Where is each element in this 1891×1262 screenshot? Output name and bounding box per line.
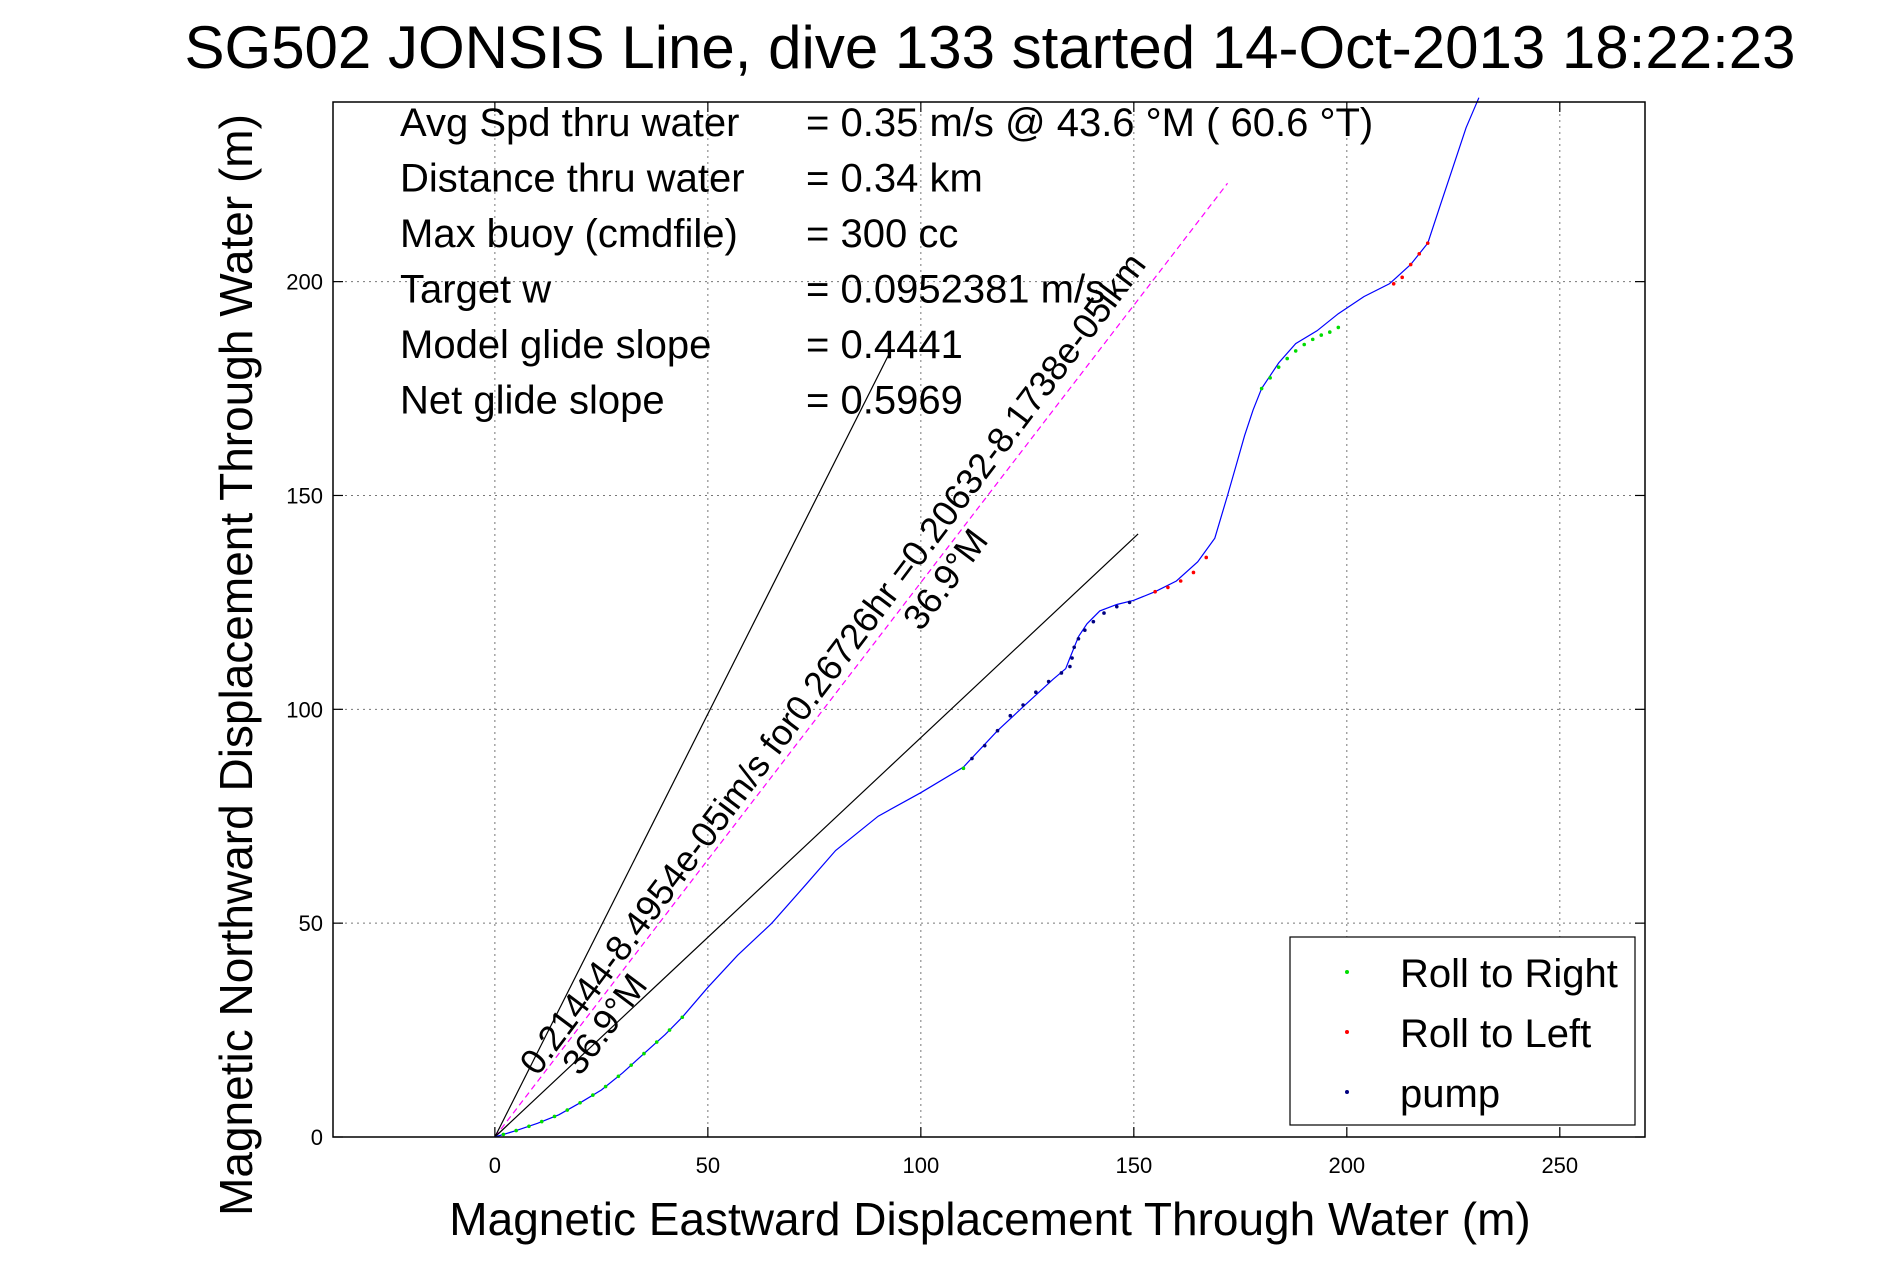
stats-panel: Avg Spd thru water = 0.35 m/s @ 43.6 °M (… — [400, 101, 1373, 423]
marker-pump — [1068, 664, 1072, 669]
plot-frame — [332, 101, 1646, 1138]
marker-roll-to-right — [591, 1093, 595, 1097]
track — [494, 97, 1480, 1138]
marker-pump — [1076, 636, 1081, 641]
chart-title: SG502 JONSIS Line, dive 133 started 14-O… — [185, 14, 1796, 81]
marker-pump — [1059, 671, 1064, 675]
marker-pump — [1114, 604, 1119, 609]
x-tick-label: 200 — [1328, 1153, 1365, 1178]
x-tick-label: 50 — [696, 1153, 720, 1178]
marker-roll-to-right — [565, 1108, 570, 1112]
marker-roll-to-left — [1166, 585, 1170, 590]
marker-roll-to-right — [1293, 349, 1298, 353]
marker-roll-to-right — [1259, 386, 1264, 391]
marker-roll-to-right — [1336, 325, 1341, 330]
stat-value: = 0.5969 — [806, 379, 963, 423]
marker-roll-to-right — [1310, 337, 1315, 342]
reference-line-heading-bound-upper — [494, 349, 892, 1138]
marker-pump — [995, 728, 1000, 733]
stat-label: Distance thru water — [400, 157, 745, 201]
marker-pump — [1070, 656, 1074, 660]
stat-label: Net glide slope — [400, 379, 665, 423]
marker-pump — [1008, 713, 1013, 718]
legend-marker — [1345, 1090, 1349, 1094]
marker-pump — [1083, 628, 1087, 632]
x-axis-label: Magnetic Eastward Displacement Through W… — [449, 1193, 1530, 1245]
stat-value: = 0.35 m/s @ 43.6 °M ( 60.6 °T) — [806, 101, 1373, 145]
marker-roll-to-right — [1327, 330, 1332, 334]
stat-value: = 0.0952381 m/s — [806, 268, 1105, 312]
marker-pump — [1127, 600, 1132, 605]
marker-roll-to-right — [616, 1074, 621, 1079]
stat-label: Model glide slope — [400, 323, 711, 367]
marker-roll-to-right — [552, 1114, 557, 1119]
marker-roll-to-right — [1276, 365, 1281, 369]
y-tick-label: 150 — [286, 483, 323, 508]
marker-roll-to-right — [1319, 333, 1324, 337]
marker-roll-to-left — [1417, 252, 1422, 256]
marker-pump — [1091, 619, 1096, 624]
marker-roll-to-left — [1204, 555, 1209, 560]
stat-label: Max buoy (cmdfile) — [400, 212, 738, 256]
x-tick-label: 250 — [1541, 1153, 1578, 1178]
legend: Roll to Right Roll to Left pump — [1289, 936, 1636, 1126]
x-tick-label: 150 — [1115, 1153, 1152, 1178]
marker-roll-to-right — [667, 1028, 672, 1032]
marker-roll-to-right — [1302, 342, 1307, 347]
y-tick-label: 0 — [311, 1125, 323, 1150]
marker-roll-to-left — [1153, 589, 1157, 594]
marker-pump — [970, 756, 974, 761]
y-tick-label: 200 — [286, 270, 323, 295]
x-tick-label: 0 — [489, 1153, 501, 1178]
legend-marker — [1345, 1030, 1349, 1034]
legend-label: Roll to Left — [1400, 1012, 1591, 1056]
marker-pump — [1034, 690, 1038, 695]
marker-pump — [1046, 679, 1051, 684]
marker-roll-to-right — [1268, 376, 1272, 380]
reference-line-net-course — [494, 182, 1229, 1138]
stat-label: Target w — [400, 268, 551, 312]
marker-roll-to-right — [961, 766, 966, 771]
y-tick-label: 50 — [299, 911, 323, 936]
marker-roll-to-left — [1391, 281, 1396, 286]
y-tick-label: 100 — [286, 697, 323, 722]
marker-roll-to-right — [539, 1119, 544, 1124]
stat-value: = 0.34 km — [806, 157, 983, 201]
legend-marker — [1345, 970, 1349, 974]
marker-roll-to-right — [603, 1084, 608, 1089]
marker-pump — [1102, 611, 1106, 615]
marker-roll-to-right — [501, 1132, 506, 1137]
y-axis-label: Magnetic Northward Displacement Through … — [210, 114, 262, 1216]
marker-roll-to-right — [680, 1015, 685, 1020]
track-line — [494, 97, 1480, 1138]
marker-roll-to-right — [514, 1128, 518, 1133]
x-tick-label: 100 — [902, 1153, 939, 1178]
marker-pump — [1072, 645, 1076, 650]
markers — [501, 241, 1430, 1137]
stat-value: = 300 cc — [806, 212, 958, 256]
marker-roll-to-right — [642, 1051, 646, 1056]
legend-label: pump — [1400, 1072, 1500, 1116]
legend-label: Roll to Right — [1400, 952, 1618, 996]
marker-roll-to-right — [654, 1040, 659, 1044]
reference-lines — [494, 182, 1229, 1138]
marker-roll-to-right — [578, 1100, 582, 1105]
stat-value: = 0.4441 — [806, 323, 963, 367]
marker-roll-to-right — [527, 1124, 531, 1129]
stat-label: Avg Spd thru water — [400, 101, 739, 145]
reference-line-heading-bound-lower — [494, 533, 1139, 1138]
marker-roll-to-left — [1408, 262, 1413, 267]
marker-roll-to-left — [1191, 570, 1196, 575]
marker-pump — [1021, 703, 1025, 707]
marker-roll-to-left — [1425, 241, 1430, 245]
marker-roll-to-left — [1178, 579, 1183, 583]
marker-roll-to-right — [1285, 356, 1289, 361]
marker-roll-to-left — [1400, 275, 1404, 280]
axis-ticks: 0 50 100 150 200 250 0 50 100 150 200 — [286, 102, 1645, 1178]
marker-pump — [982, 743, 987, 748]
marker-roll-to-right — [629, 1063, 633, 1067]
